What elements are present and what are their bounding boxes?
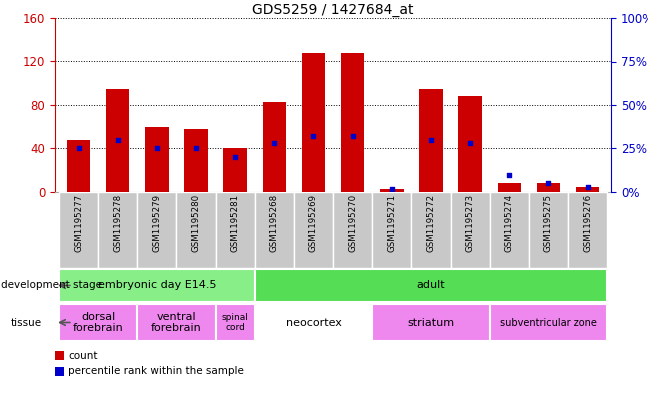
Bar (255, 192, 294, 268)
Text: adult: adult (417, 281, 445, 290)
Text: GSM1195281: GSM1195281 (231, 194, 240, 252)
Bar (380, 189, 404, 192)
Text: GSM1195279: GSM1195279 (152, 194, 161, 252)
Bar (333, 192, 372, 268)
Bar (145, 127, 168, 192)
Bar (184, 129, 208, 192)
Point (347, 133, 358, 140)
Point (387, 185, 397, 192)
Bar (458, 96, 482, 192)
Bar (372, 192, 411, 268)
Point (73, 145, 84, 152)
Bar (490, 192, 529, 268)
Text: GSM1195273: GSM1195273 (466, 194, 474, 252)
Bar (490, 304, 607, 341)
Bar (176, 192, 216, 268)
Text: GSM1195275: GSM1195275 (544, 194, 553, 252)
Bar (224, 149, 247, 192)
Text: GSM1195276: GSM1195276 (583, 194, 592, 252)
Bar (59, 192, 98, 268)
Point (426, 137, 436, 143)
Bar (450, 192, 490, 268)
Point (113, 137, 123, 143)
Bar (137, 304, 216, 341)
Point (269, 140, 279, 147)
Bar (262, 102, 286, 192)
Text: GSM1195270: GSM1195270 (348, 194, 357, 252)
Bar (411, 192, 450, 268)
Bar (216, 192, 255, 268)
Point (191, 145, 202, 152)
Text: count: count (68, 351, 98, 361)
Text: embryonic day E14.5: embryonic day E14.5 (98, 281, 216, 290)
Bar (419, 89, 443, 192)
Point (504, 171, 515, 178)
Bar (67, 140, 90, 192)
Text: percentile rank within the sample: percentile rank within the sample (68, 367, 244, 376)
Bar (216, 304, 255, 341)
Bar (137, 192, 176, 268)
Bar (529, 192, 568, 268)
Text: neocortex: neocortex (286, 318, 341, 327)
Text: GSM1195277: GSM1195277 (74, 194, 83, 252)
Text: striatum: striatum (408, 318, 454, 327)
Bar (302, 53, 325, 192)
Text: tissue: tissue (11, 318, 42, 327)
Text: GSM1195269: GSM1195269 (309, 194, 318, 252)
Bar (568, 192, 607, 268)
Text: dorsal
forebrain: dorsal forebrain (73, 312, 124, 333)
Text: development stage: development stage (1, 281, 102, 290)
Bar (255, 304, 372, 341)
Text: GSM1195274: GSM1195274 (505, 194, 514, 252)
Text: ventral
forebrain: ventral forebrain (151, 312, 202, 333)
Text: subventricular zone: subventricular zone (500, 318, 597, 327)
Bar (341, 53, 364, 192)
Text: GSM1195271: GSM1195271 (388, 194, 397, 252)
Bar (59, 269, 255, 302)
Title: GDS5259 / 1427684_at: GDS5259 / 1427684_at (252, 3, 414, 17)
Bar (106, 89, 130, 192)
Bar (294, 192, 333, 268)
Bar (59, 304, 137, 341)
Bar (498, 183, 521, 192)
Bar (537, 183, 560, 192)
Text: GSM1195268: GSM1195268 (270, 194, 279, 252)
Text: GSM1195278: GSM1195278 (113, 194, 122, 252)
Text: GSM1195280: GSM1195280 (192, 194, 200, 252)
Point (543, 180, 553, 186)
Point (308, 133, 319, 140)
Point (465, 140, 475, 147)
Point (230, 154, 240, 160)
Point (152, 145, 162, 152)
Text: spinal
cord: spinal cord (222, 313, 249, 332)
Bar (576, 187, 599, 192)
Bar (372, 304, 490, 341)
Point (583, 184, 593, 190)
Bar (255, 269, 607, 302)
Text: GSM1195272: GSM1195272 (426, 194, 435, 252)
Bar (98, 192, 137, 268)
